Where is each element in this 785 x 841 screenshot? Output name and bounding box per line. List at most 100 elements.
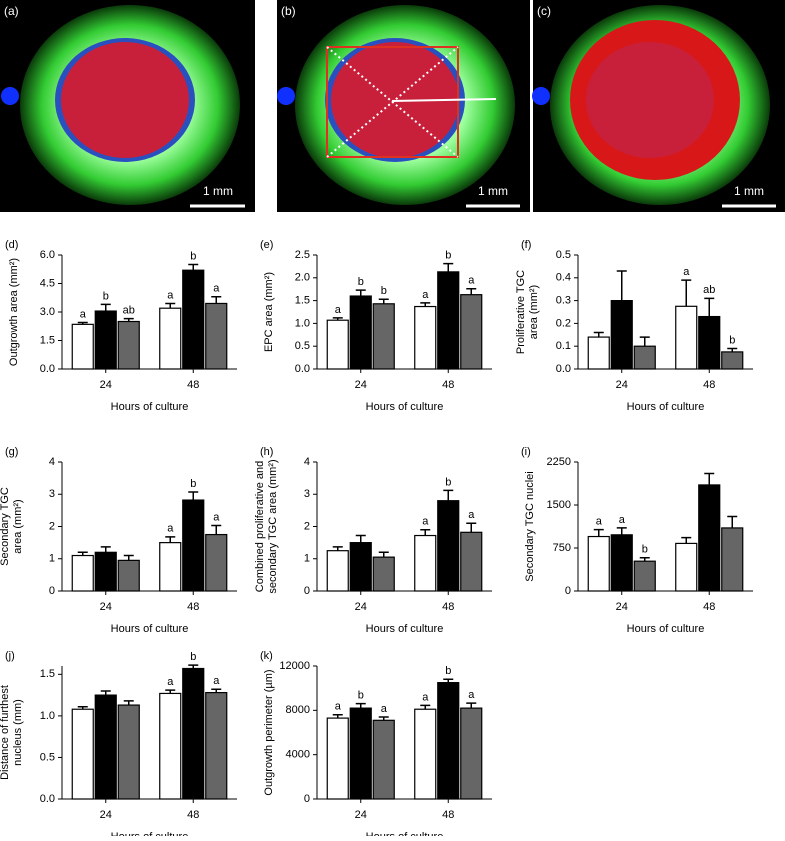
error-bar xyxy=(704,472,715,485)
significance-letter: a xyxy=(381,703,388,715)
y-tick-label: 4.5 xyxy=(40,277,55,289)
bar xyxy=(94,310,117,370)
error-bar xyxy=(355,289,366,297)
y-axis-label: Distance of furthest xyxy=(0,685,11,780)
image-label: (a) xyxy=(4,4,19,18)
error-bar xyxy=(188,263,199,271)
bar xyxy=(372,303,395,370)
bar xyxy=(71,554,94,592)
error-bar xyxy=(616,527,627,535)
bar xyxy=(414,708,437,800)
error-bar xyxy=(681,279,692,307)
bar xyxy=(675,305,698,370)
error-bar xyxy=(727,515,738,528)
error-bar xyxy=(100,546,111,553)
x-tick-label: 48 xyxy=(187,379,199,391)
error-bar xyxy=(420,528,431,536)
image-b: (b) 1 mm xyxy=(277,0,530,212)
bar xyxy=(117,559,140,592)
bar xyxy=(349,295,372,370)
bar xyxy=(117,704,140,800)
y-tick-label: 0.2 xyxy=(556,317,571,329)
bar xyxy=(71,323,94,370)
error-bar xyxy=(123,554,134,561)
y-tick-label: 12000 xyxy=(279,660,310,672)
y-tick-label: 1 xyxy=(304,553,310,565)
error-bar xyxy=(378,551,389,558)
scale-bar-label: 1 mm xyxy=(478,184,508,198)
error-bar xyxy=(100,303,111,312)
significance-letter: a xyxy=(80,308,87,320)
bar xyxy=(182,499,205,592)
y-tick-label: 3 xyxy=(304,488,310,500)
y-tick-label: 0.0 xyxy=(40,363,55,375)
y-tick-label: 1.5 xyxy=(40,668,55,680)
y-tick-label: 0.5 xyxy=(556,249,571,261)
bar xyxy=(372,719,395,800)
significance-letter: ab xyxy=(703,284,715,296)
scale-bar-label: 1 mm xyxy=(203,184,233,198)
y-tick-label: 2250 xyxy=(547,456,571,468)
bar xyxy=(437,500,460,592)
bar xyxy=(205,691,228,800)
error-bar xyxy=(704,297,715,317)
y-tick-label: 4000 xyxy=(286,749,310,761)
error-bar xyxy=(188,491,199,501)
error-bar xyxy=(466,287,477,295)
significance-letter: a xyxy=(468,275,475,287)
x-tick-label: 48 xyxy=(442,601,454,613)
error-bar xyxy=(165,302,176,309)
x-axis-label: Hours of culture xyxy=(111,831,189,836)
x-axis-label: Hours of culture xyxy=(627,623,705,635)
error-bar xyxy=(466,702,477,709)
panel-label: (k) xyxy=(260,650,273,662)
significance-letter: b xyxy=(190,250,196,262)
y-axis-label: Secondary TGC xyxy=(0,487,11,566)
error-bar xyxy=(443,262,454,272)
bar xyxy=(159,542,182,592)
x-tick-label: 48 xyxy=(442,809,454,821)
error-bar xyxy=(165,536,176,543)
bar xyxy=(721,527,744,592)
panel-label: (g) xyxy=(5,446,18,458)
bar xyxy=(633,345,656,370)
y-axis-label: secondary TGC area (mm²) xyxy=(267,459,279,593)
x-tick-label: 24 xyxy=(100,809,112,821)
y-axis-label: Outgrowth area (mm²) xyxy=(8,258,20,366)
y-tick-label: 0.1 xyxy=(556,340,571,352)
y-tick-label: 2 xyxy=(304,520,310,532)
error-bar xyxy=(443,489,454,501)
significance-letter: a xyxy=(422,516,429,528)
bar xyxy=(349,542,372,592)
panel-label: (i) xyxy=(521,446,531,458)
y-tick-label: 0 xyxy=(304,585,310,597)
y-tick-label: 0.4 xyxy=(556,272,571,284)
x-tick-label: 24 xyxy=(100,601,112,613)
error-bar xyxy=(378,298,389,304)
x-axis-label: Hours of culture xyxy=(366,623,444,635)
y-tick-label: 750 xyxy=(553,542,571,554)
bar xyxy=(205,533,228,592)
y-tick-label: 6.0 xyxy=(40,249,55,261)
significance-letter: b xyxy=(445,476,451,488)
bar xyxy=(437,271,460,370)
y-tick-label: 0.3 xyxy=(556,295,571,307)
y-tick-label: 1 xyxy=(49,553,55,565)
significance-letter: b xyxy=(445,250,451,262)
significance-letter: a xyxy=(213,283,220,295)
significance-letter: a xyxy=(468,689,475,701)
error-bar xyxy=(420,704,431,710)
bar xyxy=(94,694,117,800)
y-tick-label: 1500 xyxy=(547,499,571,511)
x-tick-label: 24 xyxy=(616,379,628,391)
x-tick-label: 48 xyxy=(187,809,199,821)
significance-letter: a xyxy=(335,304,342,316)
bar xyxy=(326,550,349,592)
bar xyxy=(460,707,483,800)
bar xyxy=(205,302,228,370)
bar xyxy=(326,319,349,370)
bar xyxy=(182,269,205,370)
significance-letter: b xyxy=(190,651,196,663)
y-axis-label: Outgrowth perimeter (µm) xyxy=(263,669,275,795)
